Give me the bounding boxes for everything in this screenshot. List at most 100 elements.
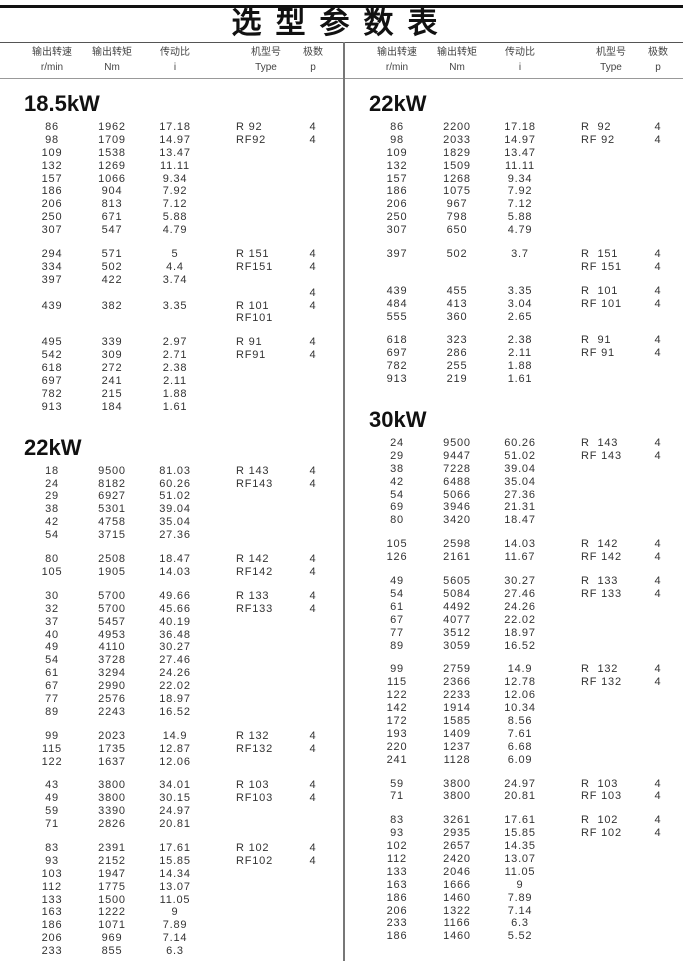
spacer xyxy=(345,489,367,502)
poles-cell xyxy=(296,616,330,629)
table-row: 83 3261 17.61 R 102 4 xyxy=(345,814,683,827)
ratio-cell: 6.3 xyxy=(511,917,529,930)
ratio-cell: 12.78 xyxy=(504,676,536,689)
type-cell: RF101 xyxy=(236,312,274,325)
type-cell: RF151 xyxy=(236,260,274,273)
torque-cell: 1666 xyxy=(443,878,471,891)
type-cell xyxy=(236,945,296,958)
speed-cell: 61 xyxy=(390,600,404,613)
table-row: 334 502 4.4 RF151 4 xyxy=(0,261,340,274)
poles-cell xyxy=(296,198,330,211)
ratio-cell: 16.52 xyxy=(504,639,536,652)
model-group: 495 339 2.97 R 91 4 542 309 2.71 RF91 4 618 272 2.38… xyxy=(0,336,340,413)
torque-cell: 5605 xyxy=(443,575,471,588)
ratio-cell: 1.61 xyxy=(162,400,188,413)
spacer xyxy=(345,185,367,198)
ratio-cell: 27.46 xyxy=(159,654,191,667)
spacer xyxy=(0,198,22,211)
spacer xyxy=(553,917,581,930)
spacer xyxy=(0,185,22,198)
type-cell xyxy=(581,514,641,527)
table-row: 71 3800 20.81 RF 103 4 xyxy=(345,790,683,803)
ratio-cell xyxy=(487,261,553,274)
ratio-cell: 6.68 xyxy=(507,740,533,753)
poles-cell: 4 xyxy=(309,248,317,261)
table-row: 32 5700 45.66 RF133 4 xyxy=(0,603,340,616)
type-cell xyxy=(581,147,641,160)
spacer xyxy=(208,121,236,134)
torque-cell: 2391 xyxy=(98,841,126,854)
ratio-cell: 18.97 xyxy=(159,692,191,705)
spacer xyxy=(345,360,367,373)
ratio-cell: 16.52 xyxy=(159,705,191,718)
type-cell xyxy=(236,362,296,375)
poles-cell xyxy=(296,274,330,287)
table-row: 484 413 3.04 RF 101 4 xyxy=(345,298,683,311)
table-row: 307 547 4.79 xyxy=(0,224,340,237)
ratio-cell: 7.14 xyxy=(507,904,533,917)
table-row: 71 2826 20.81 xyxy=(0,818,340,831)
ratio-cell: 14.9 xyxy=(162,729,188,742)
spacer xyxy=(208,516,236,529)
table-row: 86 1962 17.18 R 92 4 xyxy=(0,121,340,134)
table-row: 618 323 2.38 R 91 4 xyxy=(345,334,683,347)
spacer xyxy=(553,627,581,640)
torque-cell: 4953 xyxy=(98,628,126,641)
ratio-cell: 24.26 xyxy=(504,600,536,613)
spacer xyxy=(0,336,22,349)
spacer xyxy=(0,706,22,719)
type-cell xyxy=(581,198,641,211)
spacer xyxy=(345,689,367,702)
table-row: 157 1268 9.34 xyxy=(345,173,683,186)
spacer xyxy=(345,224,367,237)
table-row: 54 5084 27.46 RF 133 4 xyxy=(345,588,683,601)
speed-cell: 24 xyxy=(45,477,59,490)
spacer xyxy=(553,121,581,134)
torque-cell: 5700 xyxy=(98,602,126,615)
column-header-type-unit: Type xyxy=(600,62,622,73)
spacer xyxy=(345,45,367,60)
spacer xyxy=(0,516,22,529)
torque-cell: 1500 xyxy=(98,893,126,906)
type-cell xyxy=(236,693,296,706)
ratio-cell: 9 xyxy=(516,878,524,891)
spacer xyxy=(0,566,22,579)
spacer xyxy=(345,211,367,224)
header-top-rule xyxy=(0,42,683,43)
poles-cell xyxy=(296,147,330,160)
torque-cell: 2161 xyxy=(443,551,471,564)
poles-cell xyxy=(296,503,330,516)
type-cell: RF 92 xyxy=(581,133,615,146)
table-row: 913 219 1.61 xyxy=(345,373,683,386)
speed-cell: 132 xyxy=(41,159,63,172)
torque-cell: 1509 xyxy=(443,159,471,172)
speed-cell: 484 xyxy=(386,297,408,310)
spacer xyxy=(345,790,367,803)
speed-cell: 495 xyxy=(41,336,63,349)
column-header-speed-cn: 输出转速 xyxy=(377,47,417,58)
spacer xyxy=(553,514,581,527)
type-cell xyxy=(236,173,296,186)
spacer xyxy=(208,654,236,667)
torque-cell: 1914 xyxy=(443,702,471,715)
table-row: 24 9500 60.26 R 143 4 xyxy=(345,437,683,450)
speed-cell: 37 xyxy=(45,615,59,628)
spacer xyxy=(553,334,581,347)
spacer xyxy=(208,680,236,693)
torque-cell: 904 xyxy=(101,185,123,198)
ratio-cell: 22.02 xyxy=(504,613,536,626)
spacer xyxy=(345,866,367,879)
spacer xyxy=(345,676,367,689)
spacer xyxy=(345,298,367,311)
poles-cell xyxy=(296,680,330,693)
speed-cell: 132 xyxy=(386,159,408,172)
poles-cell xyxy=(641,211,675,224)
speed-cell: 38 xyxy=(390,462,404,475)
speed-cell: 133 xyxy=(41,893,63,906)
poles-cell xyxy=(296,881,330,894)
poles-cell: 4 xyxy=(309,553,317,566)
table-row: 61 3294 24.26 xyxy=(0,667,340,680)
table-row: 24 8182 60.26 RF143 4 xyxy=(0,478,340,491)
torque-cell: 241 xyxy=(101,375,123,388)
poles-cell: 4 xyxy=(654,663,662,676)
